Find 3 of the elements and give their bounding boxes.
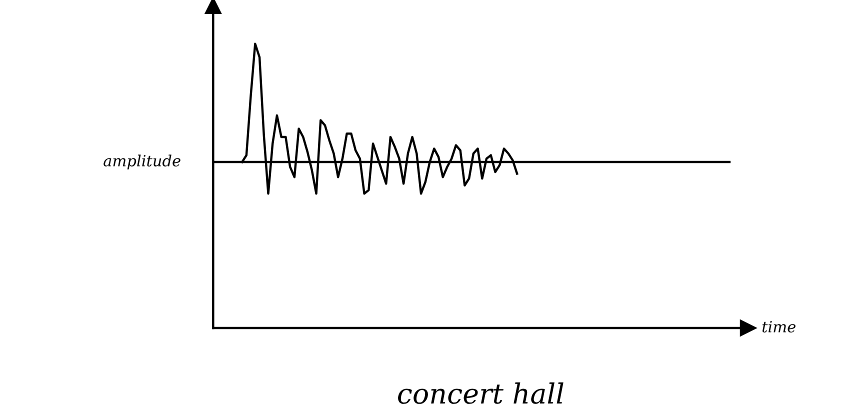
y-axis-title: amplitude: [104, 154, 180, 170]
text: time: [762, 321, 796, 332]
text: concert hall: [398, 382, 564, 404]
